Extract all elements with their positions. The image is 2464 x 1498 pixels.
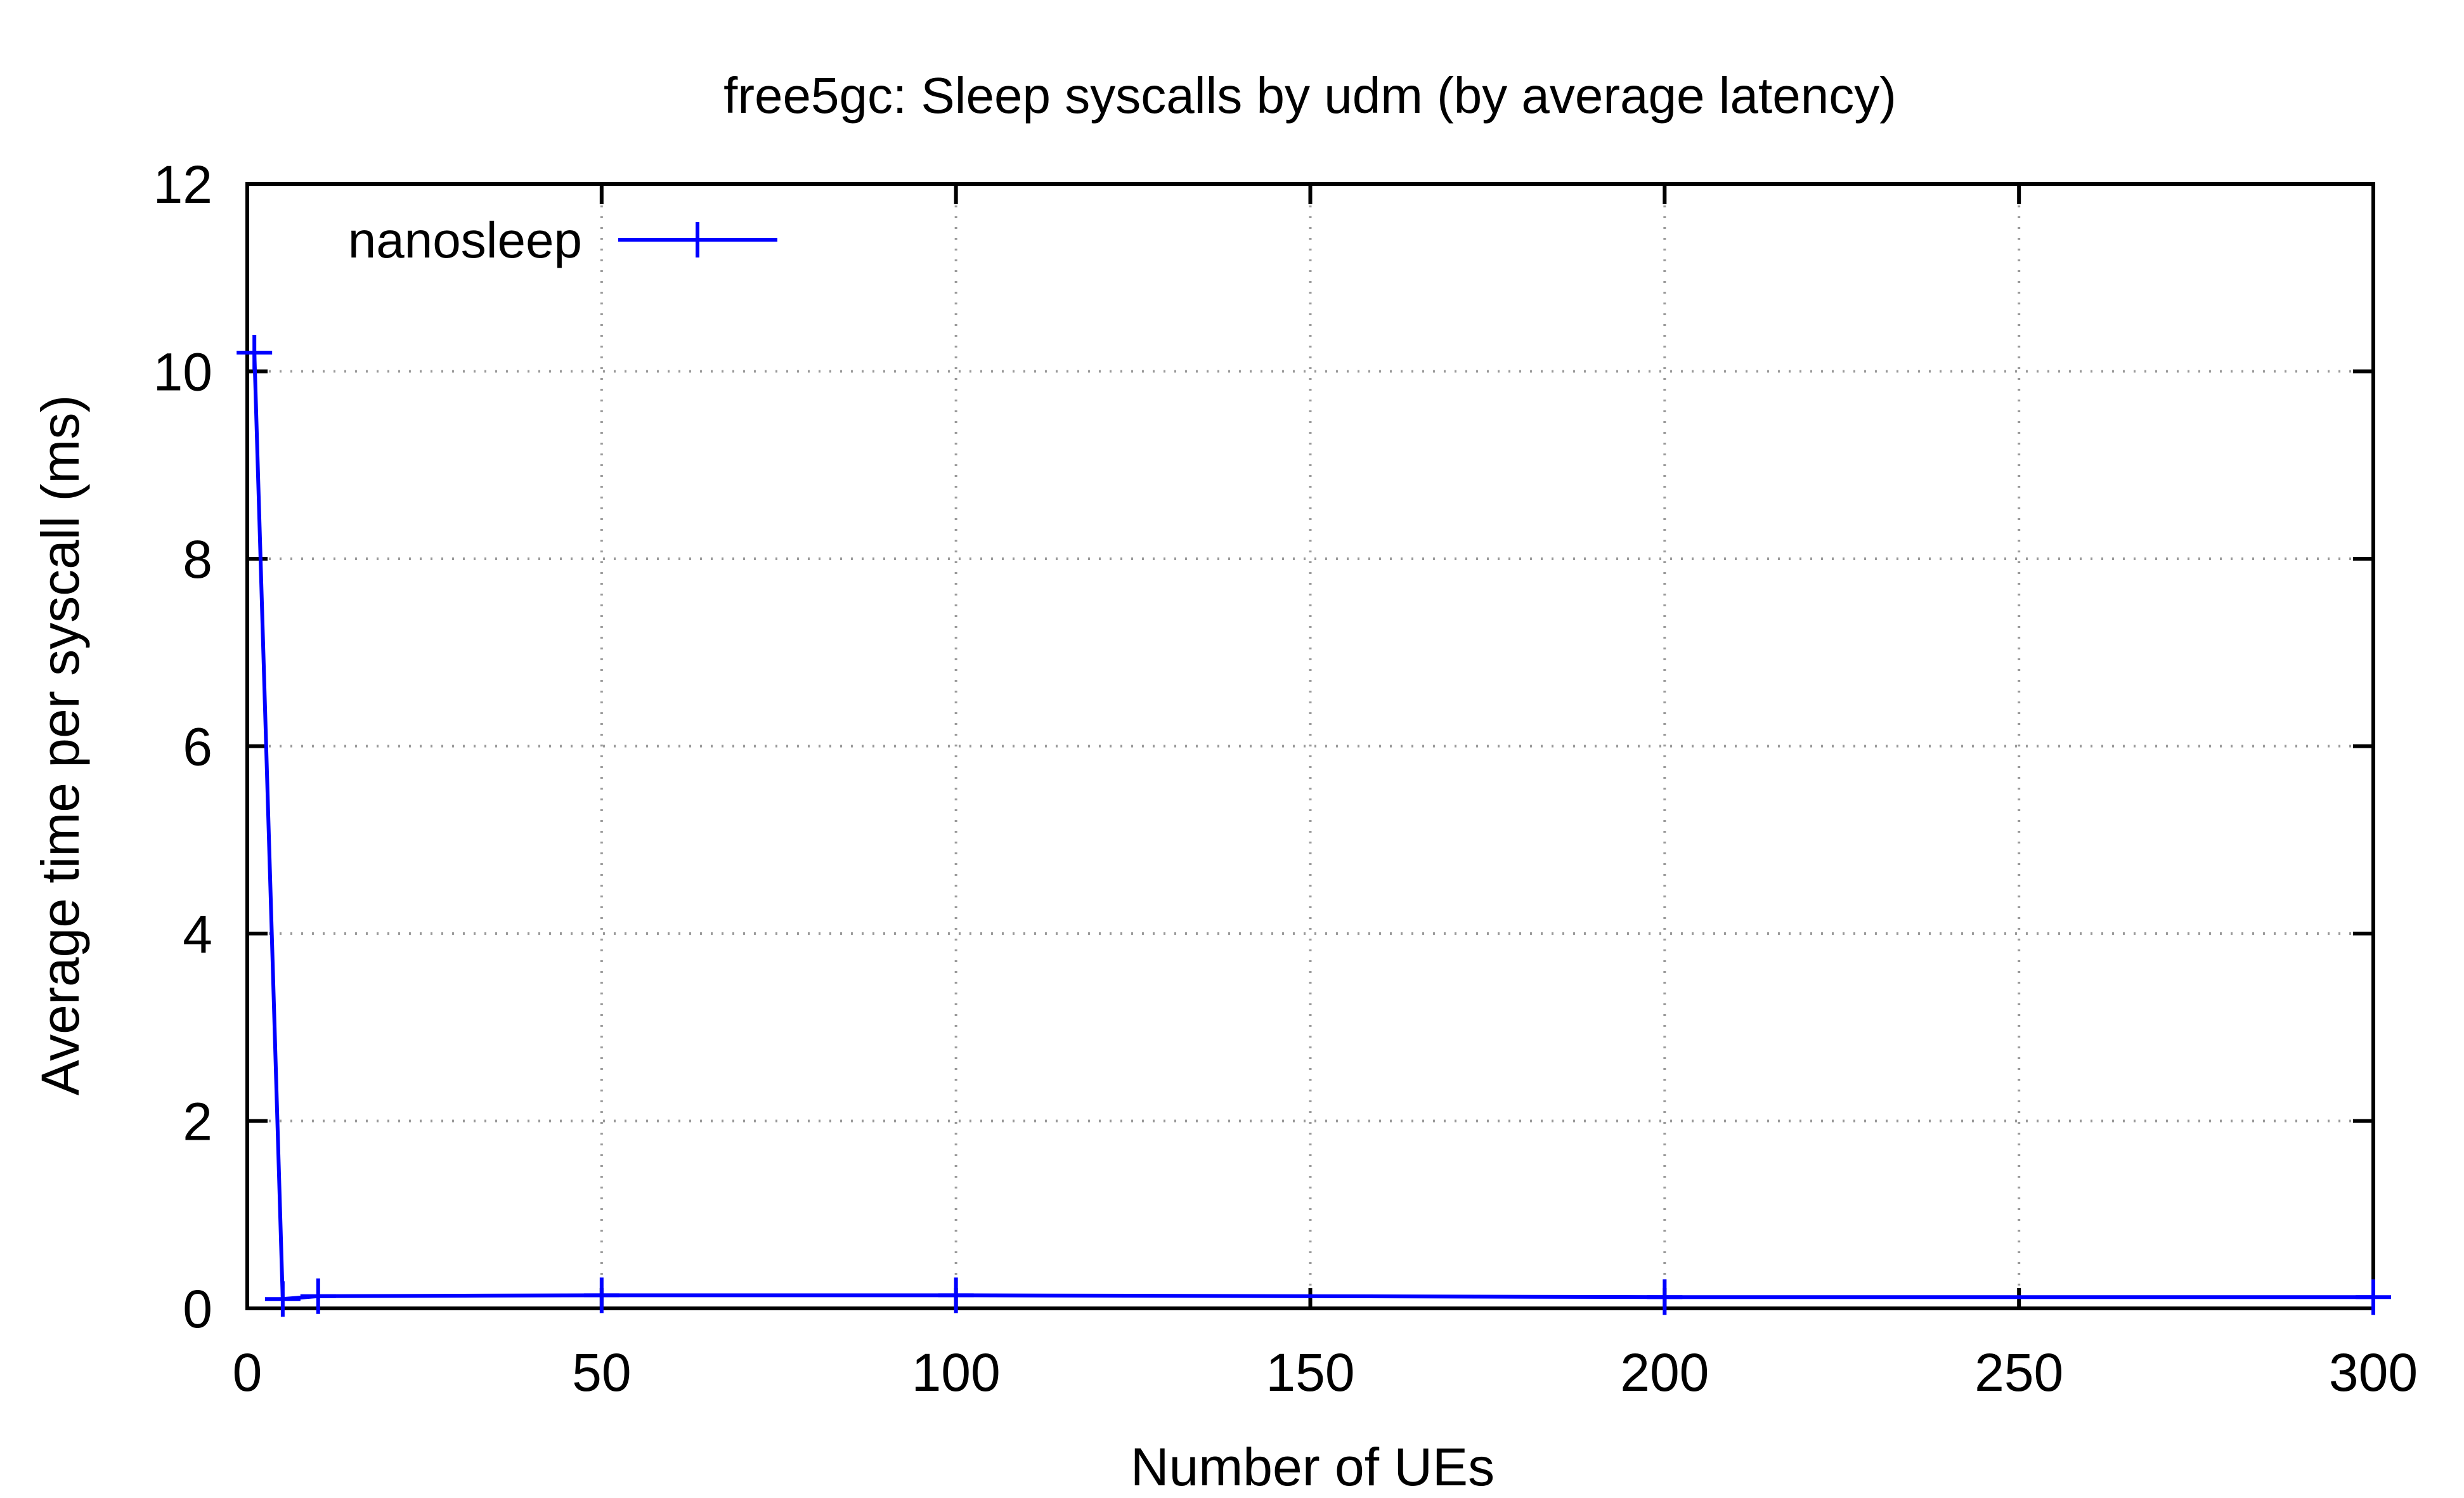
- legend-marker-symbol: [680, 222, 715, 257]
- y-tick-label: 12: [153, 155, 212, 214]
- x-tick-label: 0: [233, 1343, 263, 1402]
- data-point: [300, 1278, 336, 1314]
- x-tick-label: 100: [912, 1343, 1001, 1402]
- data-point: [583, 1277, 619, 1313]
- x-tick-label: 200: [1620, 1343, 1709, 1402]
- y-tick-label: 0: [183, 1279, 212, 1339]
- grid: [247, 184, 2373, 1308]
- y-tick-label: 6: [183, 717, 212, 777]
- y-tick-label: 10: [153, 342, 212, 402]
- x-tick-label: 250: [1974, 1343, 2063, 1402]
- y-axis-label: Average time per syscall (ms): [30, 395, 90, 1096]
- data-point: [938, 1277, 974, 1313]
- y-tick-label: 4: [183, 904, 212, 964]
- axis-ticks: 0 50 100 150 200 250 300 0 2 4 6 8 10 12: [153, 155, 2418, 1402]
- plot-frame: [245, 182, 2375, 1310]
- y-tick-label: 8: [183, 530, 212, 589]
- x-tick-label: 300: [2329, 1343, 2418, 1402]
- legend-label-nanosleep: nanosleep: [348, 212, 582, 268]
- x-tick-label: 150: [1266, 1343, 1354, 1402]
- series-layer: [237, 334, 2391, 1317]
- y-tick-label: 2: [183, 1092, 212, 1152]
- x-axis-label: Number of UEs: [1131, 1437, 1495, 1497]
- data-point: [237, 334, 273, 370]
- chart-title: free5gc: Sleep syscalls by udm (by avera…: [723, 67, 1897, 124]
- x-tick-label: 50: [572, 1343, 631, 1402]
- legend-marker-nanosleep: [680, 222, 715, 257]
- data-point: [2356, 1279, 2391, 1315]
- legend: nanosleep: [348, 212, 777, 268]
- series-line-nanosleep: [252, 352, 2373, 1301]
- data-point: [264, 1281, 301, 1317]
- data-point: [1647, 1279, 1683, 1315]
